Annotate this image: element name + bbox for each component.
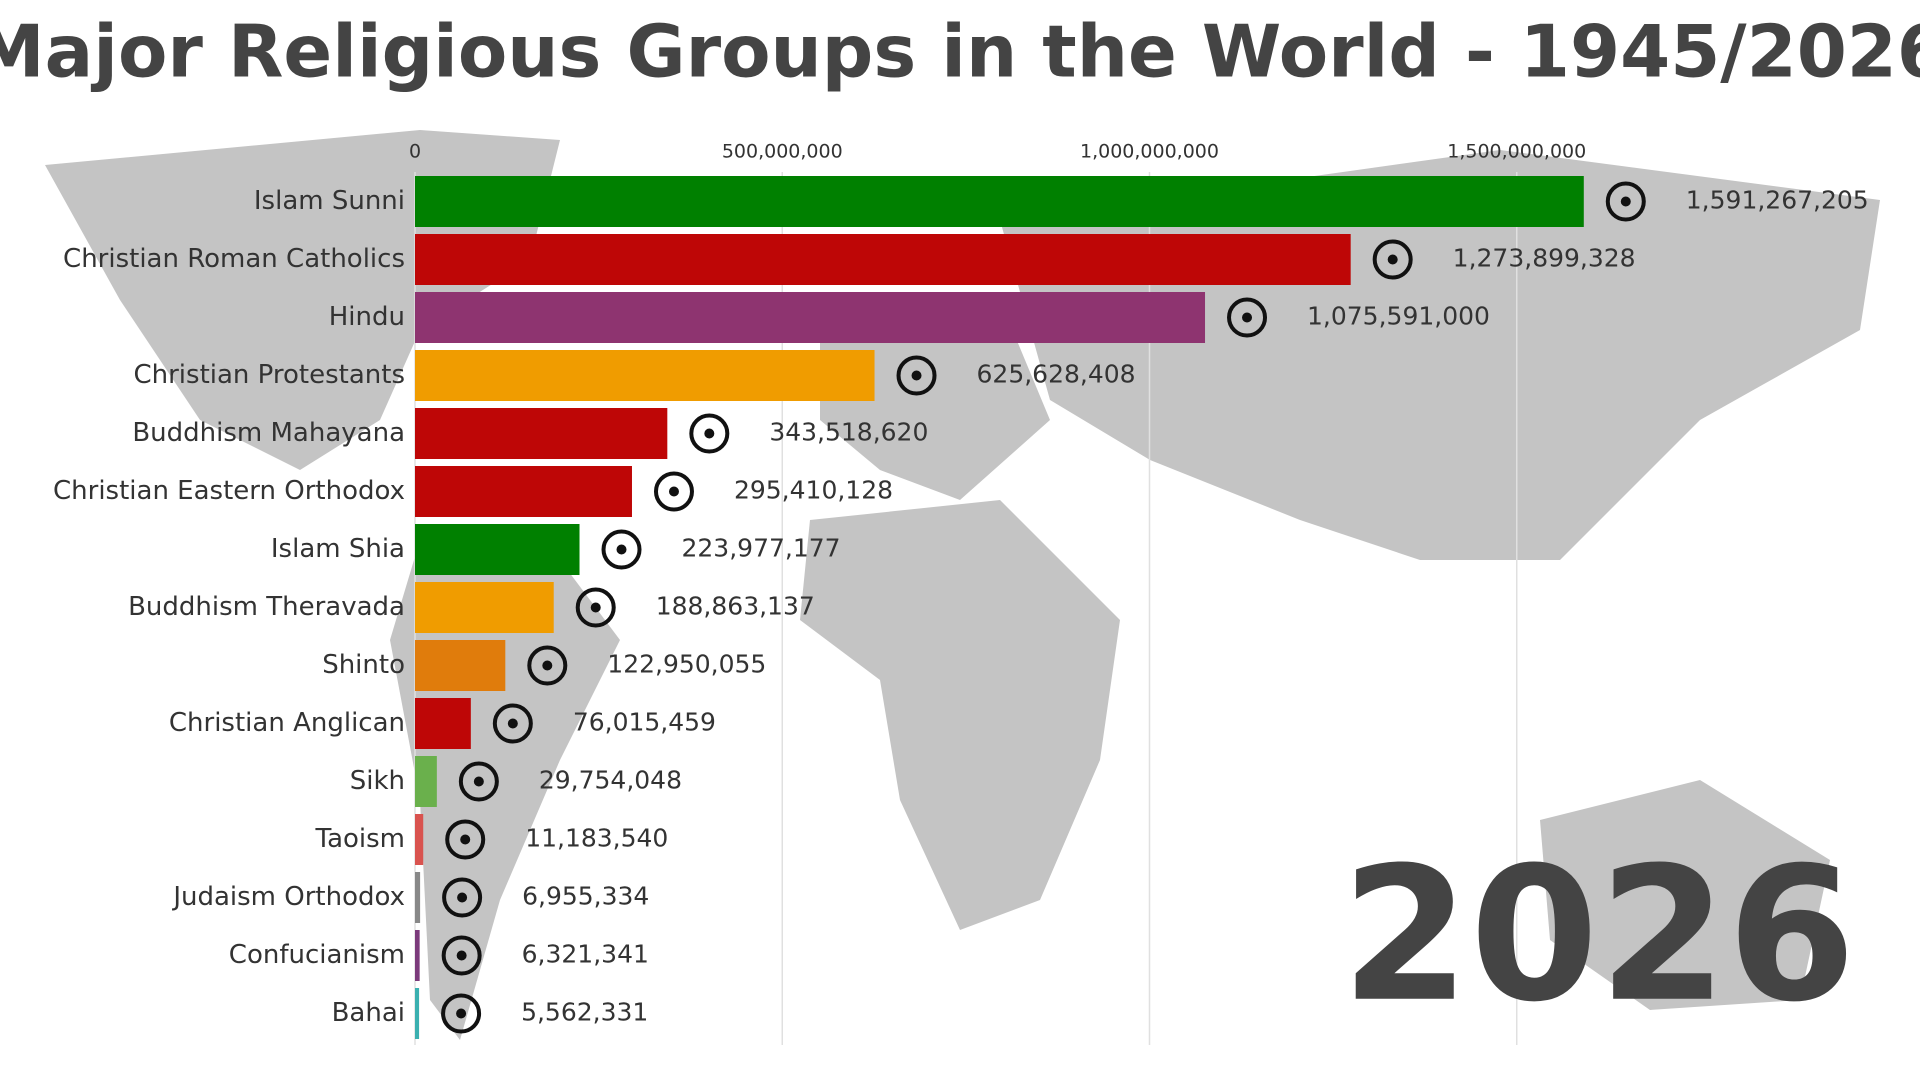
religion-icon [601, 529, 642, 570]
religion-icon [460, 834, 471, 845]
value-label: 11,183,540 [525, 824, 668, 853]
religion-icon [527, 645, 568, 686]
category-label: Christian Anglican [169, 708, 405, 738]
religion-icon [911, 370, 922, 381]
bar [415, 524, 580, 575]
religion-icon [458, 761, 499, 802]
value-label: 1,075,591,000 [1307, 302, 1490, 331]
value-label: 5,562,331 [521, 998, 648, 1027]
map-shape [800, 500, 1120, 930]
x-tick-label: 1,000,000,000 [1080, 141, 1219, 163]
bar [415, 814, 424, 865]
chart-title: Major Religious Groups in the World - 19… [0, 10, 1920, 94]
map-shape [1540, 780, 1830, 1010]
religion-icon [668, 486, 679, 497]
religion-icon [441, 993, 482, 1034]
religion-icon [473, 776, 484, 787]
religion-icon [1227, 297, 1268, 338]
category-label: Bahai [332, 998, 405, 1028]
religion-icon [653, 471, 694, 512]
bar [415, 176, 1584, 227]
religion-icon [704, 428, 715, 439]
value-label: 1,273,899,328 [1453, 244, 1636, 273]
religion-icon [1242, 312, 1253, 323]
category-label: Buddhism Mahayana [132, 418, 405, 448]
bar [415, 582, 554, 633]
value-label: 223,977,177 [682, 534, 841, 563]
religion-icon [507, 718, 518, 729]
religion-icon [542, 660, 553, 671]
category-label: Christian Roman Catholics [63, 244, 405, 274]
x-tick-label: 0 [409, 141, 421, 163]
bar [415, 640, 506, 691]
bar [415, 698, 471, 749]
value-label: 295,410,128 [734, 476, 893, 505]
value-label: 1,591,267,205 [1686, 186, 1869, 215]
religion-icon [445, 819, 486, 860]
religion-icon [689, 413, 730, 454]
category-label: Judaism Orthodox [171, 882, 405, 912]
x-tick-label: 1,500,000,000 [1447, 141, 1586, 163]
category-label: Christian Eastern Orthodox [53, 476, 405, 506]
x-tick-label: 500,000,000 [722, 141, 843, 163]
category-label: Confucianism [229, 940, 405, 970]
religion-icon [896, 355, 937, 396]
year-label: 2026 [1341, 827, 1856, 1043]
religion-icon [457, 892, 468, 903]
value-label: 188,863,137 [656, 592, 815, 621]
religion-icon [1372, 239, 1413, 280]
category-label: Islam Shia [271, 534, 405, 564]
bar [415, 350, 875, 401]
value-label: 122,950,055 [607, 650, 766, 679]
value-label: 6,321,341 [522, 940, 649, 969]
category-label: Taoism [314, 824, 405, 854]
value-label: 6,955,334 [522, 882, 649, 911]
religion-icon [492, 703, 533, 744]
category-label: Buddhism Theravada [128, 592, 405, 622]
religion-icon [1605, 181, 1646, 222]
bar [415, 292, 1206, 343]
bar [415, 234, 1351, 285]
bar [415, 930, 420, 981]
bar [415, 756, 437, 807]
bar [415, 988, 420, 1039]
value-label: 343,518,620 [769, 418, 928, 447]
value-label: 29,754,048 [539, 766, 682, 795]
religion-icon [575, 587, 616, 628]
religion-icon [456, 950, 467, 961]
value-label: 625,628,408 [977, 360, 1136, 389]
bar [415, 408, 668, 459]
category-label: Sikh [350, 766, 405, 796]
value-label: 76,015,459 [573, 708, 716, 737]
religion-icon [441, 935, 482, 976]
category-label: Islam Sunni [254, 186, 405, 216]
map-shape [820, 300, 1050, 500]
religion-icon [1387, 254, 1398, 265]
category-label: Shinto [322, 650, 405, 680]
religion-icon [616, 544, 627, 555]
category-label: Hindu [329, 302, 405, 332]
bar [415, 872, 421, 923]
religion-icon [590, 602, 601, 613]
religion-icon [456, 1008, 467, 1019]
bar [415, 466, 632, 517]
religion-icon [1620, 196, 1631, 207]
category-label: Christian Protestants [133, 360, 405, 390]
religion-icon [442, 877, 483, 918]
